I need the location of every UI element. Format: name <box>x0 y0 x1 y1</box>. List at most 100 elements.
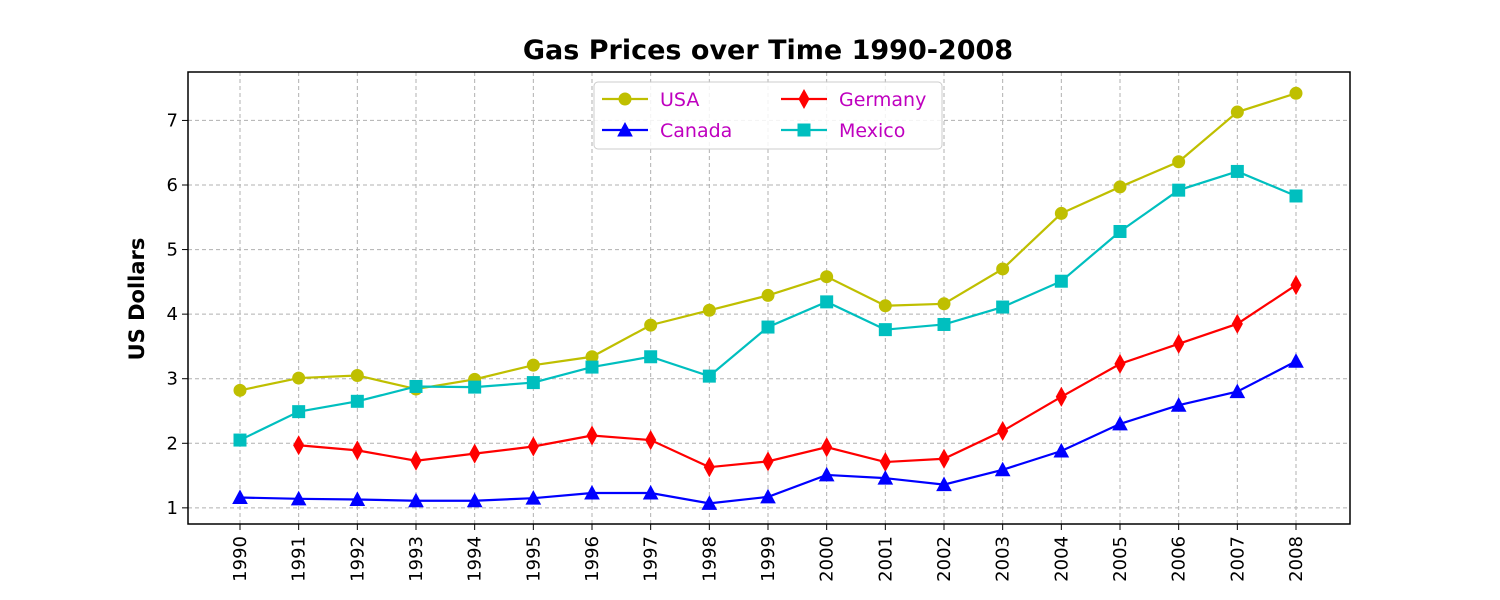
data-point-mexico <box>1113 224 1127 238</box>
series-canada <box>232 353 1304 510</box>
data-point-canada <box>349 491 366 506</box>
series-mexico <box>233 164 1303 447</box>
x-tick-label: 1994 <box>465 536 486 582</box>
legend-item-usa: USA <box>602 89 699 111</box>
data-point-canada <box>1229 383 1246 399</box>
data-point-mexico <box>292 405 306 419</box>
data-point-usa <box>1230 105 1244 119</box>
data-point-germany <box>997 420 1009 442</box>
legend-label-germany: Germany <box>839 89 926 111</box>
data-point-mexico <box>937 317 951 331</box>
x-tick-label: 2007 <box>1227 536 1248 582</box>
legend-marker-mexico <box>797 123 811 137</box>
legend: USA Canada Germany Mexico <box>593 81 943 150</box>
data-point-germany <box>1290 275 1302 296</box>
data-point-usa <box>996 262 1010 276</box>
axis-ticks: 1990 1991 1992 1993 1994 1995 1996 1997 1998 1999… <box>167 110 1307 581</box>
x-tick-label: 1992 <box>347 536 368 582</box>
data-point-usa <box>761 288 775 302</box>
y-tick-label: 7 <box>167 110 178 131</box>
data-point-canada <box>232 489 248 505</box>
data-point-canada <box>701 495 718 510</box>
legend-item-canada: Canada <box>602 120 732 142</box>
legend-box <box>593 81 943 150</box>
legend-item-germany: Germany <box>781 88 926 111</box>
data-point-mexico <box>526 376 540 390</box>
data-point-mexico <box>702 369 716 383</box>
x-tick-label: 2008 <box>1286 536 1307 582</box>
data-point-mexico <box>996 300 1010 314</box>
data-point-germany <box>1173 333 1185 354</box>
x-tick-label: 1999 <box>758 536 779 582</box>
data-point-usa <box>644 318 658 332</box>
data-point-germany <box>1055 386 1067 407</box>
legend-label-usa: USA <box>660 89 699 111</box>
data-point-mexico <box>409 379 423 393</box>
data-point-mexico <box>1230 164 1244 178</box>
data-point-usa <box>1113 180 1127 194</box>
data-point-mexico <box>820 295 834 309</box>
data-point-canada <box>994 461 1011 477</box>
data-point-usa <box>233 383 247 397</box>
data-point-canada <box>584 484 600 500</box>
data-point-canada <box>877 470 894 485</box>
data-point-germany <box>1114 353 1126 374</box>
legend-marker-usa <box>618 92 632 106</box>
y-tick-label: 3 <box>167 369 178 390</box>
series-group <box>232 86 1304 510</box>
series-line-germany <box>298 284 1297 469</box>
data-point-germany <box>527 436 539 457</box>
x-tick-label: 1990 <box>230 536 251 582</box>
x-tick-label: 2001 <box>875 536 896 582</box>
data-point-germany <box>469 443 481 464</box>
data-point-usa <box>526 358 540 372</box>
data-point-canada <box>1112 415 1128 431</box>
data-point-mexico <box>761 320 775 334</box>
y-tick-label: 4 <box>167 304 178 325</box>
y-tick-label: 1 <box>167 498 178 519</box>
legend-marker-canada <box>617 121 633 137</box>
plot-frame <box>187 71 1351 525</box>
legend-marker-germany <box>798 88 810 110</box>
legend-item-mexico: Mexico <box>781 120 905 142</box>
data-point-canada <box>1170 397 1187 412</box>
chart-title: Gas Prices over Time 1990-2008 <box>523 35 1013 66</box>
x-tick-label: 1998 <box>699 536 720 582</box>
data-point-mexico <box>644 350 658 364</box>
data-point-germany <box>645 430 657 451</box>
data-point-usa <box>1054 206 1068 220</box>
data-point-canada <box>525 490 542 505</box>
x-tick-label: 2006 <box>1169 536 1190 582</box>
x-tick-label: 1995 <box>523 536 544 582</box>
data-point-usa <box>292 371 306 385</box>
data-point-usa <box>820 270 834 284</box>
data-point-germany <box>821 437 833 458</box>
series-germany <box>293 275 1302 478</box>
data-point-usa <box>937 297 951 311</box>
data-point-usa <box>1289 86 1303 100</box>
data-point-germany <box>703 457 715 478</box>
data-point-canada <box>760 488 776 504</box>
legend-label-mexico: Mexico <box>839 120 905 142</box>
data-point-canada <box>466 492 483 508</box>
data-point-germany <box>1231 313 1243 334</box>
x-tick-label: 1991 <box>289 536 310 582</box>
data-point-mexico <box>1054 274 1068 288</box>
data-point-canada <box>1288 353 1304 368</box>
data-point-mexico <box>1289 189 1303 203</box>
data-point-canada <box>1053 442 1070 458</box>
data-point-usa <box>1172 155 1186 169</box>
y-axis-label: US Dollars <box>125 238 149 361</box>
data-point-germany <box>586 425 598 446</box>
legend-label-canada: Canada <box>660 120 732 142</box>
x-tick-label: 2003 <box>993 536 1014 582</box>
x-tick-label: 2002 <box>934 536 955 582</box>
x-tick-label: 1997 <box>641 536 662 582</box>
data-point-mexico <box>878 323 892 337</box>
data-point-mexico <box>585 360 599 374</box>
data-point-germany <box>293 435 305 456</box>
y-tick-label: 6 <box>167 175 178 196</box>
x-tick-label: 2004 <box>1051 536 1072 582</box>
data-point-canada <box>642 484 659 500</box>
